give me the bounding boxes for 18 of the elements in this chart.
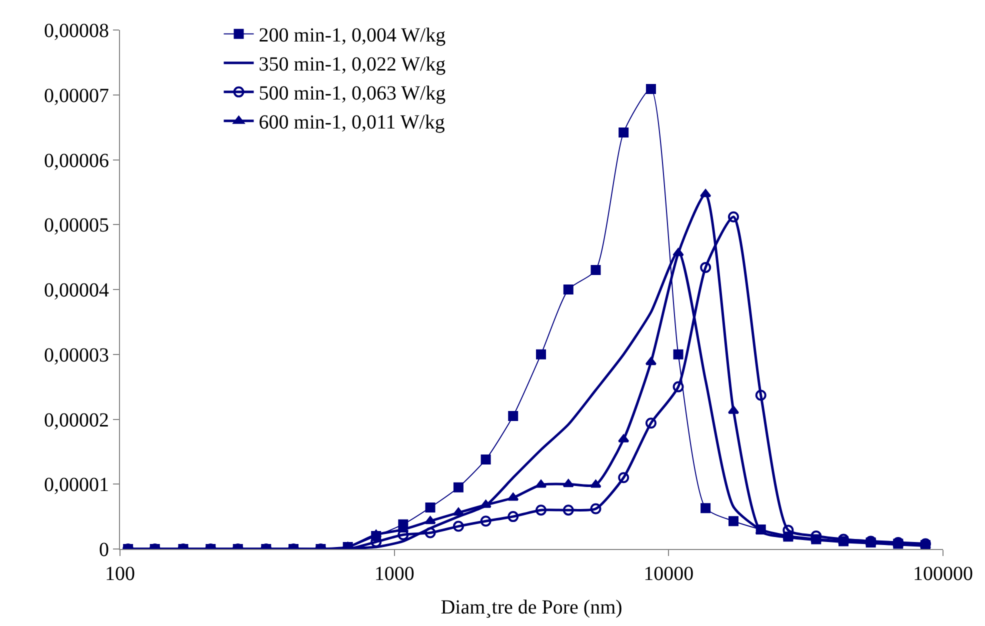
- y-tick-label: 0,00008: [44, 20, 109, 42]
- y-tick-label: 0,00001: [44, 474, 109, 496]
- y-tick-label: 0,00005: [44, 214, 109, 237]
- x-tick-label: 100: [105, 563, 135, 585]
- legend-label: 500 min-1, 0,063 W/kg: [258, 82, 446, 105]
- legend-label: 600 min-1, 0,011 W/kg: [258, 112, 445, 134]
- y-tick-label: 0,00002: [44, 409, 109, 432]
- y-tick-label: 0: [99, 539, 109, 561]
- legend-label: 350 min-1, 0,022 W/kg: [258, 54, 446, 76]
- legend-label: 200 min-1, 0,004 W/kg: [258, 24, 446, 47]
- y-tick-label: 0,00003: [44, 344, 109, 366]
- x-tick-label: 1000: [374, 563, 414, 585]
- y-tick-label: 0,00007: [44, 84, 109, 107]
- x-tick-label: 10000: [644, 563, 694, 585]
- x-axis-title: Diam¸tre de Pore (nm): [440, 596, 622, 618]
- y-tick-label: 0,00004: [44, 280, 109, 302]
- x-tick-label: 100000: [913, 563, 973, 585]
- y-tick-label: 0,00006: [44, 150, 109, 172]
